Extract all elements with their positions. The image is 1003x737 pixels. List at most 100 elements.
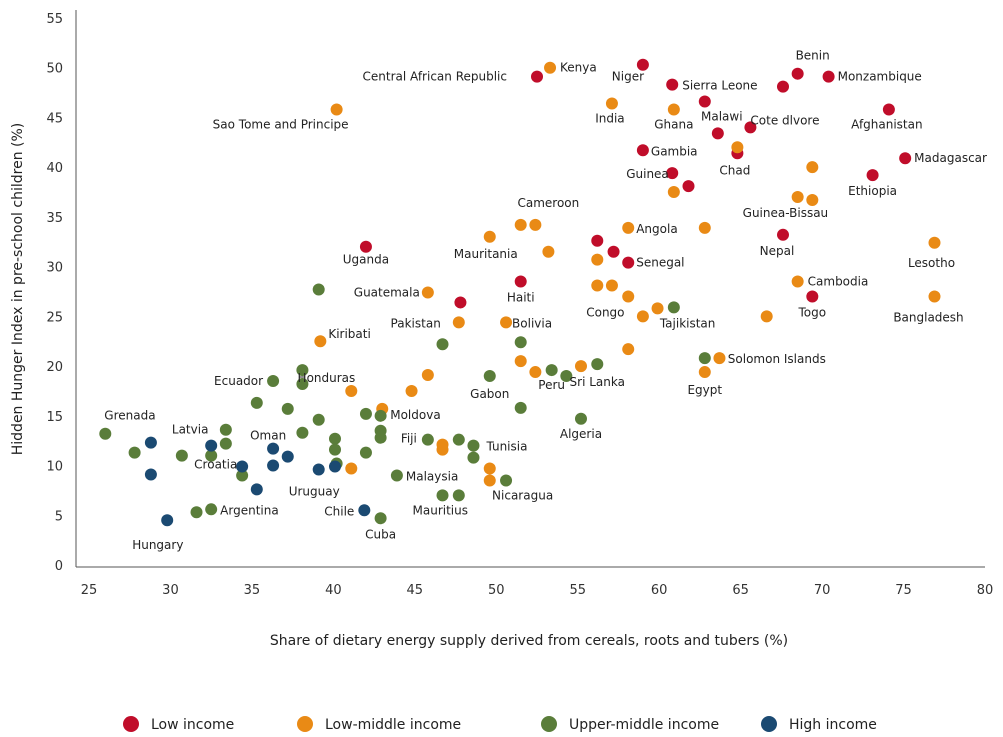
data-point bbox=[514, 401, 527, 414]
data-point bbox=[698, 95, 711, 108]
data-point bbox=[296, 377, 309, 390]
point-label: Ecuador bbox=[214, 374, 263, 388]
point-label: Gambia bbox=[651, 144, 698, 158]
data-point bbox=[731, 141, 744, 154]
legend-marker bbox=[123, 716, 139, 732]
data-point bbox=[250, 396, 263, 409]
data-points bbox=[99, 58, 941, 527]
point-label: Guinea-Bissau bbox=[743, 206, 829, 220]
point-label: Sierra Leone bbox=[682, 79, 757, 93]
data-point bbox=[267, 375, 280, 388]
point-label: Afghanistan bbox=[851, 117, 922, 131]
data-point bbox=[760, 310, 773, 323]
data-point bbox=[359, 240, 372, 253]
data-point bbox=[236, 460, 249, 473]
data-point bbox=[483, 462, 496, 475]
point-label: Sao Tome and Principe bbox=[213, 117, 349, 131]
point-label: Ethiopia bbox=[848, 184, 897, 198]
legend-marker bbox=[761, 716, 777, 732]
data-point bbox=[531, 70, 543, 83]
data-point bbox=[605, 97, 618, 110]
x-tick-label: 50 bbox=[488, 583, 505, 598]
point-label: Guatemala bbox=[354, 285, 420, 299]
data-point bbox=[698, 221, 711, 234]
data-point bbox=[622, 343, 635, 356]
data-point bbox=[514, 355, 527, 368]
point-label: Moldova bbox=[390, 408, 440, 422]
data-point bbox=[544, 61, 557, 74]
data-point bbox=[866, 169, 879, 182]
data-point bbox=[328, 443, 341, 456]
data-point bbox=[144, 436, 157, 449]
y-tick-label: 20 bbox=[46, 360, 63, 375]
data-point bbox=[711, 127, 724, 140]
data-point bbox=[467, 439, 480, 452]
point-label: Congo bbox=[586, 305, 624, 319]
y-ticks: 0 5 10 15 20 25 30 35 40 45 50 55 bbox=[46, 12, 63, 574]
data-point bbox=[591, 234, 604, 247]
legend-label: Low-middle income bbox=[325, 717, 461, 733]
data-point bbox=[666, 167, 679, 180]
data-point bbox=[454, 296, 467, 309]
data-point bbox=[605, 279, 618, 292]
data-point bbox=[421, 286, 434, 299]
data-point bbox=[529, 218, 542, 231]
point-label: Chile bbox=[324, 504, 354, 518]
x-axis-title: Share of dietary energy supply derived f… bbox=[270, 633, 788, 649]
data-point bbox=[607, 245, 620, 258]
data-point bbox=[667, 103, 680, 116]
data-point bbox=[744, 121, 757, 134]
legend-label: Upper-middle income bbox=[569, 717, 719, 733]
data-point bbox=[281, 402, 294, 415]
data-point bbox=[514, 275, 527, 288]
data-point bbox=[330, 103, 343, 116]
x-ticks: 25 30 35 40 45 50 55 60 65 70 75 80 bbox=[81, 583, 994, 598]
y-axis-title: Hidden Hunger Index in pre-school childr… bbox=[10, 123, 26, 456]
point-label: Togo bbox=[798, 305, 827, 319]
data-point bbox=[452, 316, 465, 329]
data-point bbox=[514, 218, 527, 231]
data-point bbox=[806, 161, 819, 174]
data-point bbox=[574, 360, 587, 373]
data-point bbox=[822, 70, 835, 83]
point-label: Angola bbox=[636, 222, 677, 236]
point-label: Latvia bbox=[172, 423, 209, 437]
point-label: Grenada bbox=[104, 409, 155, 423]
data-point bbox=[928, 290, 941, 303]
data-point bbox=[296, 364, 309, 377]
data-point bbox=[514, 336, 527, 349]
point-label: Honduras bbox=[298, 371, 356, 385]
data-point bbox=[328, 460, 341, 473]
data-point bbox=[345, 384, 358, 397]
point-label: Haiti bbox=[507, 291, 535, 305]
data-point bbox=[682, 180, 695, 193]
data-point bbox=[560, 370, 573, 383]
data-point bbox=[574, 412, 587, 425]
point-label: Peru bbox=[538, 378, 565, 392]
y-tick-label: 40 bbox=[46, 161, 63, 176]
point-label: Nicaragua bbox=[492, 488, 553, 502]
point-label: Uganda bbox=[343, 253, 389, 267]
data-point bbox=[698, 352, 711, 365]
data-point bbox=[591, 253, 604, 266]
data-point bbox=[622, 221, 635, 234]
point-label: Malawi bbox=[701, 110, 743, 124]
point-label: Tajikistan bbox=[659, 316, 716, 330]
data-point bbox=[219, 423, 232, 436]
point-label: Gabon bbox=[470, 387, 509, 401]
data-point bbox=[390, 469, 403, 482]
data-point bbox=[436, 443, 449, 456]
data-point bbox=[622, 256, 635, 269]
data-point bbox=[345, 462, 358, 475]
data-point bbox=[452, 433, 465, 446]
point-label: Sri Lanka bbox=[570, 375, 625, 389]
y-tick-label: 0 bbox=[55, 559, 63, 574]
legend: Low income Low-middle income Upper-middle … bbox=[123, 716, 877, 733]
data-point bbox=[483, 474, 496, 487]
x-tick-label: 45 bbox=[407, 583, 424, 598]
point-label: Monzambique bbox=[838, 70, 922, 84]
data-point bbox=[99, 427, 112, 440]
y-tick-label: 10 bbox=[46, 460, 63, 475]
data-point bbox=[591, 279, 604, 292]
legend-marker bbox=[541, 716, 557, 732]
